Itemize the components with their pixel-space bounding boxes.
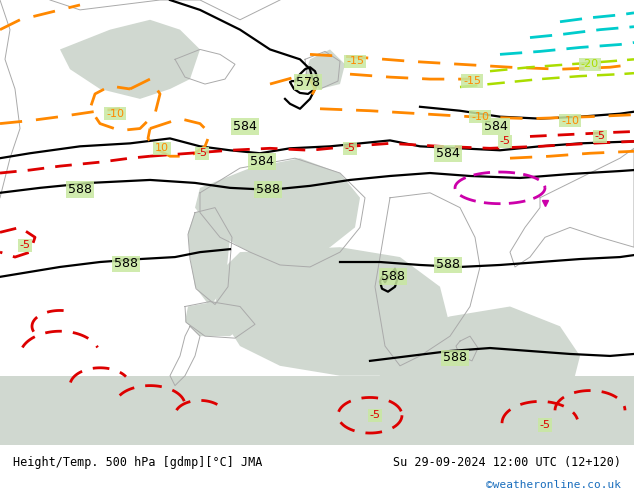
Polygon shape [185,301,250,336]
Text: 578: 578 [296,75,320,89]
Text: ©weatheronline.co.uk: ©weatheronline.co.uk [486,480,621,490]
Text: -5: -5 [20,240,30,250]
Text: -5: -5 [197,148,207,158]
Text: 588: 588 [68,183,92,196]
Text: -5: -5 [370,410,380,420]
Text: -10: -10 [106,109,124,119]
Text: -15: -15 [346,56,364,66]
Text: 588: 588 [436,258,460,271]
Text: -10: -10 [561,116,579,125]
Text: 588: 588 [381,270,405,283]
Text: 584: 584 [250,155,274,168]
Polygon shape [0,376,634,445]
Text: 584: 584 [233,120,257,133]
Text: Su 29-09-2024 12:00 UTC (12+120): Su 29-09-2024 12:00 UTC (12+120) [393,456,621,468]
Polygon shape [375,307,580,440]
Polygon shape [215,247,450,376]
Polygon shape [60,20,200,99]
Text: -10: -10 [471,112,489,122]
Text: 588: 588 [256,183,280,196]
Polygon shape [188,208,230,307]
Text: 584: 584 [436,147,460,160]
Text: 584: 584 [484,120,508,133]
Text: Height/Temp. 500 hPa [gdmp][°C] JMA: Height/Temp. 500 hPa [gdmp][°C] JMA [13,456,262,468]
Text: 10: 10 [155,143,169,153]
Text: -5: -5 [595,131,605,142]
Text: 588: 588 [443,351,467,365]
Text: 588: 588 [114,257,138,270]
Text: -20: -20 [581,59,599,69]
Text: -5: -5 [500,136,510,147]
Polygon shape [305,49,345,89]
Text: -15: -15 [463,76,481,86]
Polygon shape [195,158,360,267]
Text: -5: -5 [344,143,356,153]
Text: -5: -5 [540,420,550,430]
